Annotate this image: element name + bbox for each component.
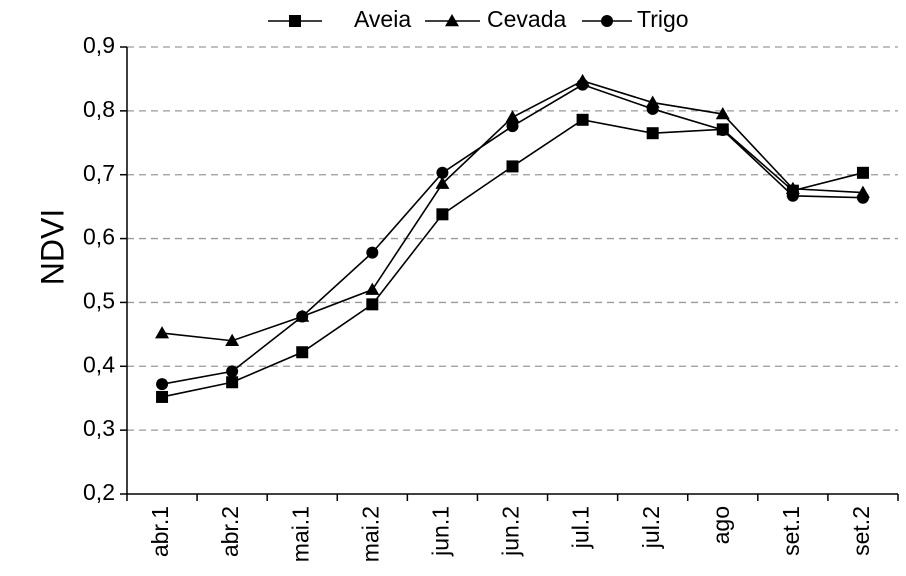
data-point-aveia [366, 298, 379, 311]
y-tick-label: 0,2 [83, 479, 115, 505]
data-point-aveia [296, 346, 309, 359]
x-tick-label: jul.2 [638, 506, 664, 549]
data-point-aveia [436, 208, 449, 221]
legend-marker-cevada [445, 14, 459, 27]
data-point-trigo [786, 189, 799, 202]
legend-label-aveia: Aveia [354, 6, 411, 32]
x-tick-label: jul.1 [568, 506, 594, 549]
data-point-aveia [646, 127, 659, 140]
data-point-trigo [436, 166, 449, 179]
x-tick-label: jun.2 [498, 506, 524, 557]
x-tick-label: set.1 [778, 506, 804, 556]
y-tick-label: 0,7 [83, 160, 115, 186]
x-tick-label: set.2 [848, 506, 874, 556]
data-point-trigo [506, 120, 519, 133]
y-tick-label: 0,4 [83, 351, 115, 377]
data-point-trigo [646, 102, 659, 115]
x-tick-label: ago [708, 506, 734, 544]
data-point-cevada [435, 176, 450, 189]
x-tick-label: mai.2 [357, 506, 383, 562]
data-point-trigo [856, 191, 869, 204]
data-point-aveia [226, 376, 239, 389]
data-point-aveia [856, 166, 869, 179]
data-point-trigo [296, 310, 309, 323]
data-point-cevada [155, 326, 170, 339]
data-point-trigo [576, 78, 589, 91]
data-point-trigo [226, 365, 239, 378]
data-point-trigo [156, 378, 169, 391]
y-tick-label: 0,6 [83, 224, 115, 250]
y-tick-label: 0,9 [83, 32, 115, 58]
data-point-cevada [505, 110, 520, 123]
y-tick-label: 0,8 [83, 96, 115, 122]
x-tick-label: abr.1 [147, 506, 173, 557]
x-tick-label: jun.1 [427, 506, 453, 557]
legend-marker-aveia [289, 15, 301, 27]
data-point-trigo [366, 246, 379, 259]
legend-label-cevada: Cevada [487, 6, 566, 32]
data-point-cevada [365, 282, 380, 295]
legend: Aveia Cevada Trigo [268, 6, 689, 32]
y-axis-title: NDVI [34, 209, 70, 285]
x-tick-label: abr.2 [217, 506, 243, 557]
data-point-aveia [506, 160, 519, 173]
legend-marker-trigo [601, 15, 613, 27]
data-point-cevada [225, 333, 240, 346]
series-lines [155, 73, 870, 403]
data-point-aveia [156, 390, 169, 403]
gridlines [127, 46, 898, 431]
axes: 0,2 0,3 0,4 0,5 0,6 0,7 0,8 0,9 abr.1 abr.2 mai.1 m… [83, 32, 899, 562]
x-tick-label: mai.1 [287, 506, 313, 562]
legend-label-trigo: Trigo [637, 6, 689, 32]
data-point-aveia [576, 113, 589, 126]
y-tick-label: 0,5 [83, 288, 115, 314]
data-point-trigo [716, 124, 729, 137]
y-tick-label: 0,3 [83, 415, 115, 441]
data-point-cevada [715, 107, 730, 120]
